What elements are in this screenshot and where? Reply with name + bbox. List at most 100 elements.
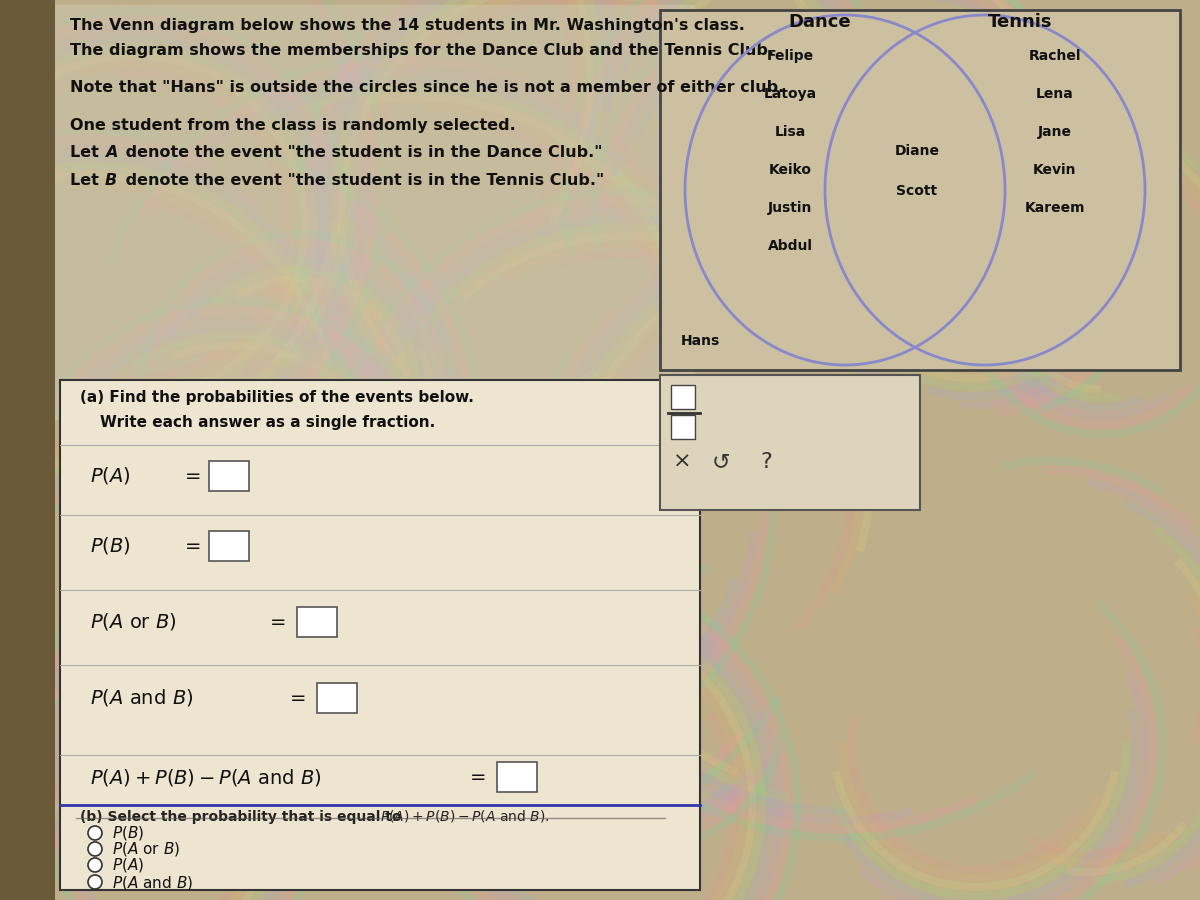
Wedge shape	[0, 13, 212, 471]
Wedge shape	[782, 75, 1162, 183]
Wedge shape	[413, 696, 536, 900]
Wedge shape	[440, 628, 499, 827]
Wedge shape	[733, 14, 1001, 269]
Text: $P(A)$: $P(A)$	[90, 465, 131, 487]
Text: Note that "Hans" is outside the circles since he is not a member of either club.: Note that "Hans" is outside the circles …	[70, 80, 785, 95]
Wedge shape	[0, 33, 326, 377]
Wedge shape	[524, 425, 778, 771]
Text: A: A	[106, 145, 118, 160]
Wedge shape	[0, 760, 286, 900]
Wedge shape	[547, 594, 774, 900]
Wedge shape	[0, 162, 320, 308]
Wedge shape	[104, 48, 464, 267]
Wedge shape	[35, 305, 445, 552]
Wedge shape	[971, 337, 1200, 438]
Wedge shape	[556, 250, 856, 632]
Wedge shape	[332, 0, 594, 223]
Circle shape	[88, 826, 102, 840]
Wedge shape	[67, 466, 551, 826]
Text: The diagram shows the memberships for the Dance Club and the Tennis Club.: The diagram shows the memberships for th…	[70, 43, 774, 58]
Wedge shape	[0, 100, 361, 485]
Text: Keiko: Keiko	[768, 163, 811, 177]
Wedge shape	[62, 314, 436, 591]
Text: Scott: Scott	[896, 184, 937, 198]
Wedge shape	[424, 531, 758, 753]
FancyBboxPatch shape	[298, 607, 337, 637]
Wedge shape	[259, 284, 403, 488]
Wedge shape	[424, 102, 686, 334]
Wedge shape	[796, 32, 983, 298]
Wedge shape	[551, 665, 732, 822]
Text: ×: ×	[673, 452, 691, 472]
Text: Kevin: Kevin	[1033, 163, 1076, 177]
Wedge shape	[404, 731, 569, 900]
Wedge shape	[830, 84, 1200, 172]
Wedge shape	[1046, 466, 1195, 528]
Text: $P(A)$: $P(A)$	[112, 857, 144, 875]
Wedge shape	[877, 335, 1074, 382]
Wedge shape	[139, 566, 408, 635]
FancyBboxPatch shape	[60, 380, 700, 890]
Wedge shape	[528, 306, 977, 833]
Wedge shape	[59, 457, 508, 886]
Wedge shape	[935, 0, 1036, 94]
Wedge shape	[546, 248, 850, 815]
Wedge shape	[1067, 821, 1188, 877]
Wedge shape	[569, 648, 690, 804]
Wedge shape	[440, 677, 748, 900]
Wedge shape	[912, 600, 1166, 900]
Wedge shape	[355, 205, 886, 423]
Wedge shape	[536, 270, 912, 824]
Wedge shape	[1020, 236, 1086, 382]
Wedge shape	[886, 0, 1040, 46]
Wedge shape	[0, 616, 155, 698]
Wedge shape	[148, 0, 620, 50]
Wedge shape	[190, 66, 583, 166]
Wedge shape	[1152, 526, 1200, 644]
Text: Felipe: Felipe	[767, 49, 814, 63]
Wedge shape	[0, 126, 164, 320]
Text: $P(A\ \mathrm{or}\ B)$: $P(A\ \mathrm{or}\ B)$	[112, 841, 180, 859]
Wedge shape	[0, 0, 150, 450]
Wedge shape	[607, 0, 1019, 96]
Wedge shape	[0, 24, 335, 355]
Text: Abdul: Abdul	[768, 239, 812, 253]
Text: $P(B)$: $P(B)$	[112, 824, 144, 842]
Wedge shape	[1030, 237, 1078, 369]
Wedge shape	[96, 323, 427, 625]
Wedge shape	[590, 10, 737, 256]
Wedge shape	[1002, 250, 1122, 402]
Wedge shape	[107, 704, 228, 792]
Wedge shape	[524, 730, 785, 849]
Text: $P(B)$: $P(B)$	[90, 536, 131, 556]
Text: Rachel: Rachel	[1028, 49, 1081, 63]
Wedge shape	[0, 153, 298, 258]
Wedge shape	[560, 0, 869, 262]
Wedge shape	[0, 806, 275, 900]
Wedge shape	[1122, 780, 1200, 889]
Wedge shape	[689, 48, 989, 341]
Wedge shape	[899, 317, 1102, 392]
Wedge shape	[43, 686, 206, 734]
Wedge shape	[1186, 717, 1200, 875]
Wedge shape	[210, 0, 612, 112]
Wedge shape	[422, 666, 509, 883]
Wedge shape	[858, 0, 1033, 21]
Wedge shape	[0, 608, 313, 900]
Wedge shape	[331, 208, 467, 663]
Wedge shape	[774, 0, 1078, 184]
Wedge shape	[976, 310, 1194, 429]
Wedge shape	[841, 707, 1140, 900]
Text: $P(A\ \mathrm{or}\ B)$: $P(A\ \mathrm{or}\ B)$	[90, 611, 176, 633]
Wedge shape	[305, 624, 697, 817]
Wedge shape	[1188, 592, 1200, 716]
Text: (a) Find the probabilities of the events below.: (a) Find the probabilities of the events…	[80, 390, 474, 405]
Wedge shape	[572, 251, 902, 741]
Wedge shape	[293, 21, 634, 493]
Wedge shape	[226, 477, 479, 662]
Text: Let: Let	[70, 173, 104, 188]
Wedge shape	[852, 50, 965, 297]
Wedge shape	[170, 341, 409, 666]
Wedge shape	[0, 519, 47, 678]
Text: Diane: Diane	[894, 144, 940, 158]
